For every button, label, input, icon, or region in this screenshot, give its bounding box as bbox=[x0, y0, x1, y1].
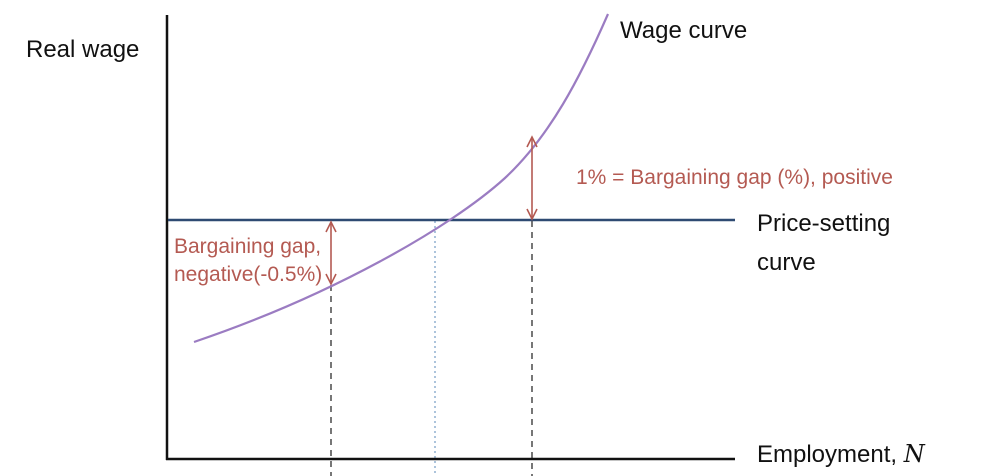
price-setting-curve-label-line2: curve bbox=[757, 249, 816, 276]
negative-gap-label-line2: negative(-0.5%) bbox=[174, 263, 322, 286]
positive-gap-label: 1% = Bargaining gap (%), positive bbox=[576, 166, 893, 189]
negative-gap-label-line1: Bargaining gap, bbox=[174, 235, 321, 258]
x-axis-label-text: Employment, bbox=[757, 441, 904, 468]
x-axis-label: Employment, N bbox=[757, 440, 926, 468]
wage-curve-label: Wage curve bbox=[620, 17, 747, 44]
x-axis-label-symbol: N bbox=[903, 440, 926, 468]
wage-curve bbox=[193, 13, 610, 344]
y-axis-label: Real wage bbox=[26, 36, 139, 63]
price-setting-curve-label-line1: Price-setting bbox=[757, 210, 890, 237]
